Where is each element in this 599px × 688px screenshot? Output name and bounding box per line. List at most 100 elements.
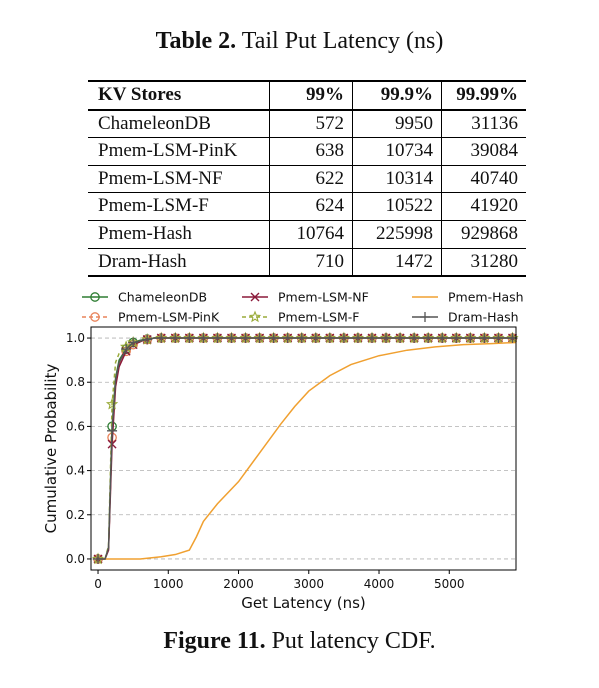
series-point bbox=[296, 333, 307, 344]
series-point bbox=[366, 333, 377, 344]
row-p99: 624 bbox=[269, 192, 353, 221]
legend-marker bbox=[420, 312, 430, 322]
series-dram-hash bbox=[93, 333, 518, 564]
series-point bbox=[268, 333, 279, 344]
y-tick-label: 0.8 bbox=[66, 375, 85, 389]
series-point bbox=[352, 333, 363, 344]
series-pmem-lsm-f bbox=[91, 331, 519, 565]
series-pmem-lsm-nf bbox=[93, 333, 517, 564]
series-point bbox=[156, 333, 167, 344]
x-tick-label: 3000 bbox=[293, 577, 324, 591]
row-p99: 622 bbox=[269, 165, 353, 194]
y-tick-label: 1.0 bbox=[66, 331, 85, 345]
series-point bbox=[240, 333, 251, 344]
table-row: Dram-Hash 710 1472 31280 bbox=[88, 248, 526, 278]
legend-entry: Pmem-Hash bbox=[412, 290, 524, 305]
row-store-name: Dram-Hash bbox=[88, 248, 270, 278]
legend-entry: Pmem-LSM-F bbox=[242, 310, 359, 325]
series-point bbox=[198, 333, 209, 344]
legend-entry: Pmem-LSM-PinK bbox=[82, 310, 220, 325]
series-point bbox=[310, 333, 321, 344]
x-tick-label: 1000 bbox=[153, 577, 184, 591]
series-line bbox=[98, 341, 517, 560]
series-chameleondb bbox=[93, 333, 518, 564]
series-line bbox=[98, 337, 516, 560]
tail-latency-table: KV Stores 99% 99.9% 99.99% ChameleonDB 5… bbox=[88, 80, 526, 278]
series-point bbox=[121, 344, 132, 355]
table-row: ChameleonDB 572 9950 31136 bbox=[88, 109, 526, 139]
row-p9999: 31136 bbox=[441, 109, 526, 139]
table-caption-text: Tail Put Latency (ns) bbox=[241, 28, 444, 54]
header-p99: 99% bbox=[269, 80, 353, 111]
row-p9999: 40740 bbox=[441, 165, 526, 194]
series-point bbox=[282, 333, 293, 344]
row-store-name: Pmem-LSM-PinK bbox=[88, 137, 270, 166]
series-point bbox=[324, 333, 335, 344]
series-point bbox=[170, 333, 181, 344]
row-p99: 10764 bbox=[269, 220, 353, 249]
legend-label: Pmem-Hash bbox=[448, 290, 524, 305]
series-point bbox=[423, 333, 434, 344]
header-p9999: 99.99% bbox=[441, 80, 526, 111]
legend-label: ChameleonDB bbox=[118, 290, 207, 305]
latency-cdf-chart: ChameleonDB Pmem-LSM-PinK Pmem-LSM-NF Pmem-… bbox=[42, 290, 524, 613]
series-point bbox=[479, 333, 490, 344]
series-point bbox=[493, 333, 504, 344]
table-row: Pmem-LSM-F 624 10522 41920 bbox=[88, 192, 526, 221]
row-store-name: Pmem-LSM-NF bbox=[88, 165, 270, 194]
header-kv-stores: KV Stores bbox=[88, 80, 270, 111]
series-point bbox=[226, 333, 237, 344]
row-p99: 638 bbox=[269, 137, 353, 166]
x-tick-label: 5000 bbox=[434, 577, 465, 591]
y-tick-label: 0.6 bbox=[66, 419, 85, 433]
legend-marker bbox=[90, 312, 100, 322]
legend-entry: Dram-Hash bbox=[412, 310, 519, 325]
series-line bbox=[98, 337, 516, 560]
legend-entry: Pmem-LSM-NF bbox=[242, 290, 369, 305]
series-point bbox=[451, 333, 462, 344]
series-point bbox=[142, 334, 153, 345]
chart-grid bbox=[91, 337, 516, 560]
table-row: Pmem-LSM-PinK 638 10734 39084 bbox=[88, 137, 526, 166]
row-store-name: Pmem-Hash bbox=[88, 220, 270, 249]
legend-marker bbox=[90, 292, 100, 302]
series-pmem-hash bbox=[98, 341, 517, 560]
y-axis-label: Cumulative Probability bbox=[42, 364, 60, 534]
row-p99: 710 bbox=[269, 248, 353, 278]
series-point bbox=[184, 333, 195, 344]
series-point bbox=[107, 425, 118, 436]
x-tick-label: 2000 bbox=[223, 577, 254, 591]
legend-marker bbox=[250, 292, 260, 302]
chart-legend: ChameleonDB Pmem-LSM-PinK Pmem-LSM-NF Pmem-… bbox=[82, 290, 524, 325]
row-p999: 10314 bbox=[352, 165, 442, 194]
row-p9999: 31280 bbox=[441, 248, 526, 278]
series-line bbox=[98, 337, 516, 560]
legend-label: Pmem-LSM-F bbox=[278, 310, 359, 325]
x-axis-label: Get Latency (ns) bbox=[241, 594, 366, 612]
figure-caption: Figure 11. Put latency CDF. bbox=[0, 628, 599, 655]
series-point bbox=[395, 333, 406, 344]
legend-label: Pmem-LSM-NF bbox=[278, 290, 369, 305]
series-point bbox=[212, 333, 223, 344]
y-tick-label: 0.0 bbox=[66, 552, 85, 566]
legend-entry: ChameleonDB bbox=[82, 290, 207, 305]
table-header-row: KV Stores 99% 99.9% 99.99% bbox=[88, 80, 526, 111]
series-point bbox=[105, 397, 119, 410]
row-p9999: 929868 bbox=[441, 220, 526, 249]
row-p9999: 41920 bbox=[441, 192, 526, 221]
row-store-name: Pmem-LSM-F bbox=[88, 192, 270, 221]
series-point bbox=[409, 333, 420, 344]
legend-marker bbox=[248, 310, 262, 323]
header-p999: 99.9% bbox=[352, 80, 442, 111]
series-line bbox=[98, 337, 516, 560]
series-point bbox=[254, 333, 265, 344]
figure-caption-text: Put latency CDF. bbox=[271, 628, 436, 654]
row-p999: 1472 bbox=[352, 248, 442, 278]
y-tick-label: 0.2 bbox=[66, 508, 85, 522]
plot-frame bbox=[90, 326, 517, 571]
x-tick-label: 0 bbox=[94, 577, 102, 591]
series-point bbox=[381, 333, 392, 344]
series-point bbox=[128, 337, 139, 348]
row-p999: 225998 bbox=[352, 220, 442, 249]
table-row: Pmem-Hash 10764 225998 929868 bbox=[88, 220, 526, 249]
